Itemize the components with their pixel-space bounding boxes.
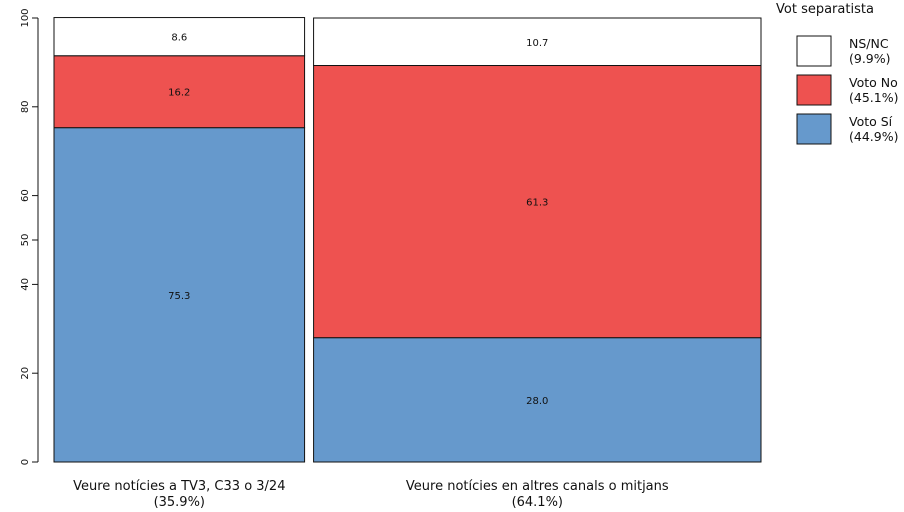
bar-value-label: 16.2 (168, 88, 190, 99)
bar-segment (313, 65, 762, 339)
bar-value-label: 8.6 (171, 33, 187, 44)
legend-series-share: (44.9%) (849, 129, 898, 144)
legend-title: Vot separatista (776, 2, 874, 17)
bar-segment (53, 17, 306, 57)
legend-series-name: Voto No (849, 75, 898, 90)
legend-swatch (796, 74, 832, 106)
x-category-share: (64.1%) (512, 495, 563, 510)
y-tick-label: 50 (20, 234, 31, 247)
bar-segment (53, 127, 306, 463)
bar-segment (313, 337, 762, 463)
legend-series-name: Voto Sí (849, 114, 893, 129)
legend-series-name: NS/NC (849, 36, 889, 51)
bar-value-label: 10.7 (526, 38, 548, 49)
y-tick-label: 20 (20, 367, 31, 380)
legend-swatch (796, 113, 832, 145)
legend-series-share: (9.9%) (849, 51, 891, 66)
bar-value-label: 28.0 (526, 396, 548, 407)
y-tick-label: 80 (20, 100, 31, 113)
y-tick-label: 0 (20, 459, 31, 465)
bar-segment (53, 55, 306, 129)
x-category-label: Veure notícies a TV3, C33 o 3/24 (73, 479, 285, 494)
y-tick-label: 60 (20, 189, 31, 202)
bar-segment (313, 17, 762, 67)
bar-value-label: 75.3 (168, 291, 190, 302)
plot-area: 75.3 16.2 8.6 28.0 61.3 10.7 (53, 17, 762, 463)
legend: Vot separatista NS/NC(9.9%) Voto No(45.1%)… (776, 2, 898, 145)
x-category-label: Veure notícies en altres canals o mitjan… (406, 479, 669, 494)
legend-swatch (796, 35, 832, 67)
x-category-share: (35.9%) (154, 495, 205, 510)
legend-series-share: (45.1%) (849, 90, 898, 105)
y-axis: 0 20 40 50 60 80 100 (20, 8, 39, 465)
y-tick-label: 40 (20, 278, 31, 291)
x-axis-categories: Veure notícies a TV3, C33 o 3/24(35.9%) V… (73, 479, 669, 510)
bar-value-label: 61.3 (526, 198, 548, 209)
y-tick-label: 100 (20, 8, 31, 27)
